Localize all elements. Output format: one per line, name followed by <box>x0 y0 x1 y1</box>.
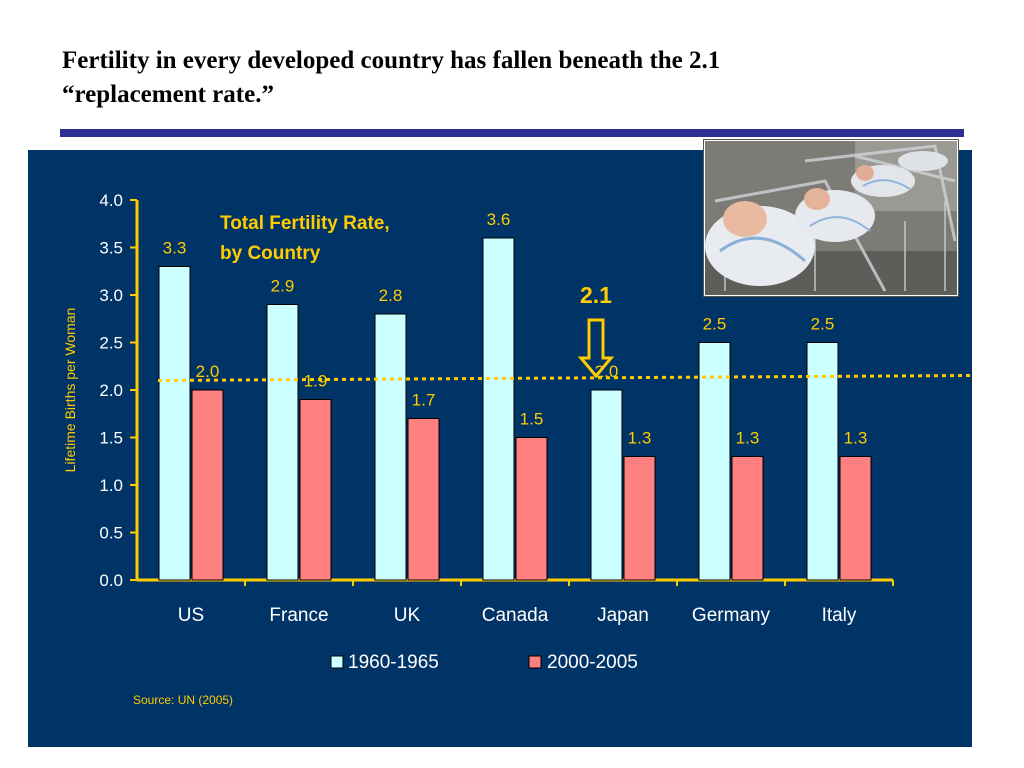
data-label: 3.6 <box>487 210 511 229</box>
x-tick-label: UK <box>394 605 421 626</box>
slide-title: Fertility in every developed country has… <box>62 44 962 112</box>
source-note: Source: UN (2005) <box>133 693 234 707</box>
data-label: 2.0 <box>595 362 619 381</box>
newborn-babies-photo-icon <box>704 140 958 296</box>
data-label: 2.9 <box>271 277 295 296</box>
y-tick-label: 3.0 <box>99 286 123 305</box>
bar-1960-1965-Italy <box>806 342 839 581</box>
chart-subtitle: by Country <box>220 243 321 264</box>
data-label: 2.5 <box>811 315 835 334</box>
legend-swatch-1960 <box>330 655 344 669</box>
x-tick-label: US <box>178 605 204 626</box>
y-axis-label: Lifetime Births per Woman <box>62 308 78 473</box>
title-underline <box>60 129 964 137</box>
data-label: 3.3 <box>163 239 187 258</box>
y-tick-label: 0.5 <box>99 524 123 543</box>
slide-title-line2: “replacement rate.” <box>62 81 274 108</box>
data-label: 1.3 <box>736 429 760 448</box>
data-label: 2.5 <box>703 315 727 334</box>
legend-swatch-2000 <box>528 655 542 669</box>
x-tick-label: Canada <box>482 605 549 626</box>
chart-title: Total Fertility Rate, <box>220 213 390 234</box>
bar-1960-1965-US <box>158 266 191 581</box>
x-tick-label: France <box>269 605 328 626</box>
y-tick-label: 4.0 <box>99 191 123 210</box>
bar-1960-1965-Germany <box>698 342 731 581</box>
bar-1960-1965-France <box>266 304 299 581</box>
data-label: 1.3 <box>844 429 868 448</box>
data-label: 1.5 <box>520 410 544 429</box>
data-label: 1.3 <box>628 429 652 448</box>
data-label: 2.8 <box>379 286 403 305</box>
y-tick-label: 3.5 <box>99 239 123 258</box>
y-tick-label: 2.5 <box>99 334 123 353</box>
legend-label-1960: 1960-1965 <box>348 652 439 673</box>
y-tick-label: 1.0 <box>99 476 123 495</box>
legend-label-2000: 2000-2005 <box>547 652 638 673</box>
x-tick-label: Germany <box>692 605 771 626</box>
down-arrow-icon <box>577 318 615 379</box>
bar-2000-2005-Canada <box>515 437 548 581</box>
data-label: 2.0 <box>196 362 220 381</box>
bar-1960-1965-Japan <box>590 389 623 581</box>
bar-2000-2005-Germany <box>731 456 764 581</box>
data-label: 1.7 <box>412 391 436 410</box>
x-tick-label: Japan <box>597 605 649 626</box>
data-label: 1.9 <box>304 372 328 391</box>
bar-2000-2005-Japan <box>623 456 656 581</box>
y-tick-label: 2.0 <box>99 381 123 400</box>
bar-2000-2005-Italy <box>839 456 872 581</box>
bar-2000-2005-UK <box>407 418 440 581</box>
replacement-rate-label: 2.1 <box>580 282 612 308</box>
bar-1960-1965-Canada <box>482 237 515 581</box>
bar-2000-2005-France <box>299 399 332 581</box>
bar-1960-1965-UK <box>374 313 407 581</box>
x-tick-label: Italy <box>822 605 857 626</box>
slide-title-line1: Fertility in every developed country has… <box>62 47 721 74</box>
bar-2000-2005-US <box>191 389 224 581</box>
y-tick-label: 0.0 <box>99 571 123 590</box>
y-tick-label: 1.5 <box>99 429 123 448</box>
